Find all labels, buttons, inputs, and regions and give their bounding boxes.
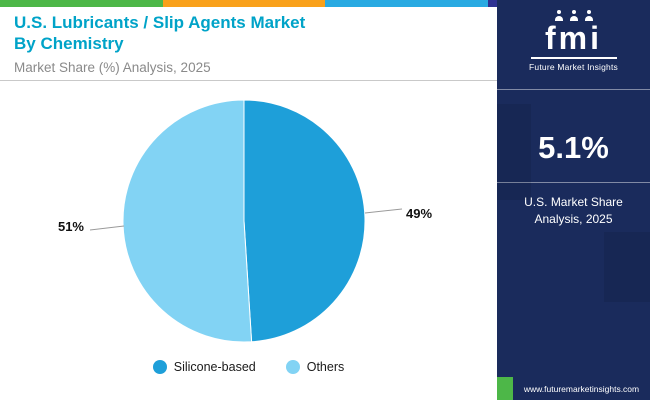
page-subtitle: Market Share (%) Analysis, 2025 [14, 60, 211, 76]
pie-slice-silicone-based [243, 99, 366, 343]
pie-slices [122, 99, 366, 343]
decorative-shape [497, 104, 531, 200]
pie-value-label-others: 51% [57, 219, 84, 234]
strip-segment-orange [162, 0, 325, 7]
fmi-logo-subtext: Future Market Insights [529, 62, 618, 72]
leader-line-right [364, 208, 403, 214]
fmi-logo: fmi Future Market Insights [497, 0, 650, 72]
panel-divider [497, 89, 650, 90]
panel-footer: www.futuremarketinsights.com [497, 377, 650, 400]
logo-divider [530, 57, 617, 59]
person-icon [554, 10, 563, 21]
pie-slice-others [122, 99, 253, 343]
person-icon [569, 10, 578, 21]
fmi-logo-text: fmi [545, 20, 602, 56]
header-divider [0, 80, 497, 81]
pie-chart-area [0, 82, 497, 362]
logo-pictograms [497, 10, 650, 21]
legend-item-silicone: Silicone-based [152, 360, 256, 374]
strip-segment-green [0, 0, 163, 7]
decorative-shape [604, 232, 650, 302]
legend-item-others: Others [285, 360, 345, 374]
pie-chart [89, 99, 403, 343]
stat-caption-line1: U.S. Market Share [524, 195, 623, 209]
page-title-line2: By Chemistry [14, 33, 124, 53]
chart-header: U.S. Lubricants / Slip Agents Market By … [14, 13, 484, 75]
website-link[interactable]: www.futuremarketinsights.com [523, 383, 640, 394]
stat-caption-line2: Analysis, 2025 [534, 211, 613, 226]
legend-label-others: Others [306, 360, 345, 374]
stat-caption: U.S. Market Share Analysis, 2025 [497, 194, 650, 228]
legend-label-silicone: Silicone-based [173, 360, 256, 374]
footer-accent-block [497, 377, 513, 400]
person-icon [584, 10, 593, 21]
chart-legend: Silicone-based Others [0, 360, 497, 374]
page-title-line1: U.S. Lubricants / Slip Agents Market [14, 13, 306, 32]
market-share-stat: 5.1% [538, 130, 609, 165]
leader-line-left [89, 225, 125, 231]
pie-value-label-silicone: 49% [406, 206, 433, 221]
panel-divider [497, 182, 650, 183]
strip-segment-blue [325, 0, 488, 7]
legend-dot-silicone [152, 360, 167, 374]
brand-side-panel: fmi Future Market Insights 5.1% U.S. Mar… [497, 0, 650, 400]
legend-dot-others [285, 360, 300, 374]
